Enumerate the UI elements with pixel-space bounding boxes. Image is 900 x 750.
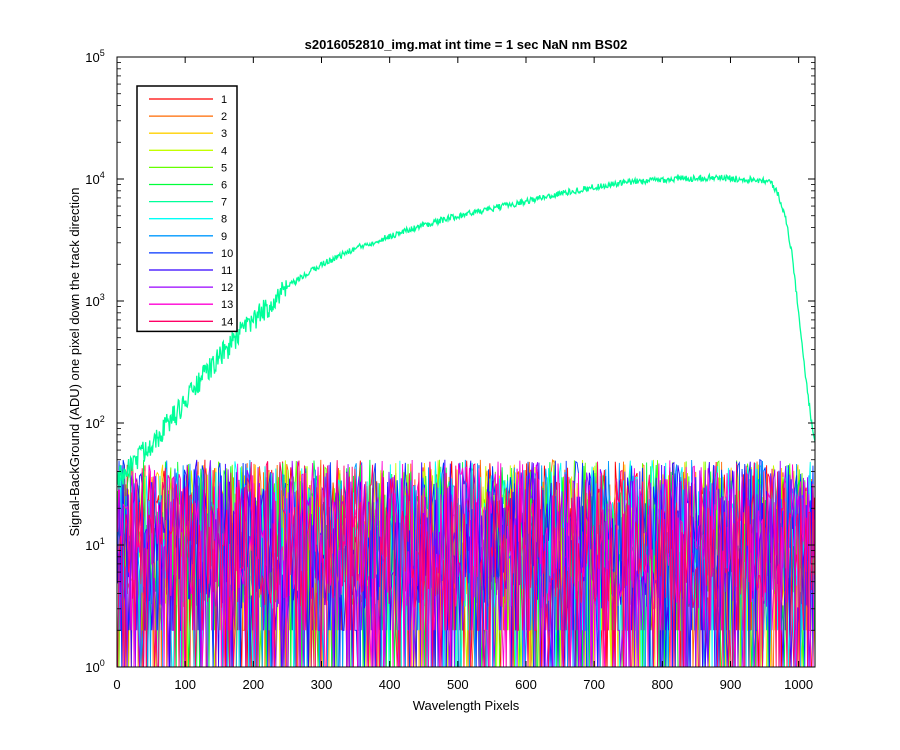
series-line-12	[117, 460, 815, 667]
x-tick-label: 400	[379, 677, 401, 692]
x-tick-label: 800	[651, 677, 673, 692]
x-tick-label: 300	[311, 677, 333, 692]
y-tick-label: 105	[85, 48, 104, 65]
legend-label-13: 13	[221, 299, 233, 311]
legend-label-7: 7	[221, 197, 227, 209]
series-line-14	[117, 460, 815, 667]
legend-label-2: 2	[221, 111, 227, 123]
series-line-9	[117, 459, 815, 667]
x-axis: 0 100 200 300 400 500 600 700 800 900 1000	[113, 57, 813, 692]
legend-label-3: 3	[221, 128, 227, 140]
plot-frame	[116, 56, 816, 668]
x-tick-label: 200	[242, 677, 264, 692]
series-line-7	[117, 172, 815, 490]
legend-label-10: 10	[221, 248, 233, 260]
y-tick-label: 102	[85, 414, 104, 431]
legend-label-5: 5	[221, 162, 227, 174]
y-tick-label: 101	[85, 536, 104, 553]
legend-label-12: 12	[221, 282, 233, 294]
x-tick-label: 0	[113, 677, 120, 692]
y-tick-label: 103	[85, 292, 104, 309]
legend-label-9: 9	[221, 231, 227, 243]
legend-box	[136, 85, 238, 333]
y-axis-label: Signal-BackGround (ADU) one pixel down t…	[67, 187, 82, 536]
legend-label-14: 14	[221, 316, 233, 328]
chart-title: s2016052810_img.mat int time = 1 sec NaN…	[305, 37, 628, 52]
legend-label-11: 11	[221, 265, 232, 277]
x-tick-label: 500	[447, 677, 469, 692]
x-tick-label: 100	[174, 677, 196, 692]
y-tick-label: 100	[85, 658, 104, 675]
series-line-4	[117, 459, 815, 667]
legend-label-8: 8	[221, 214, 227, 226]
y-tick-label: 104	[85, 170, 104, 187]
x-tick-label: 900	[720, 677, 742, 692]
legend-label-4: 4	[221, 145, 227, 157]
x-tick-label: 600	[515, 677, 537, 692]
x-axis-label: Wavelength Pixels	[413, 698, 520, 713]
x-tick-label: 700	[583, 677, 605, 692]
series-layer	[117, 172, 815, 667]
legend-label-1: 1	[221, 94, 227, 106]
series-line-13	[117, 460, 815, 667]
legend-label-6: 6	[221, 180, 227, 192]
x-tick-label: 1000	[784, 677, 813, 692]
